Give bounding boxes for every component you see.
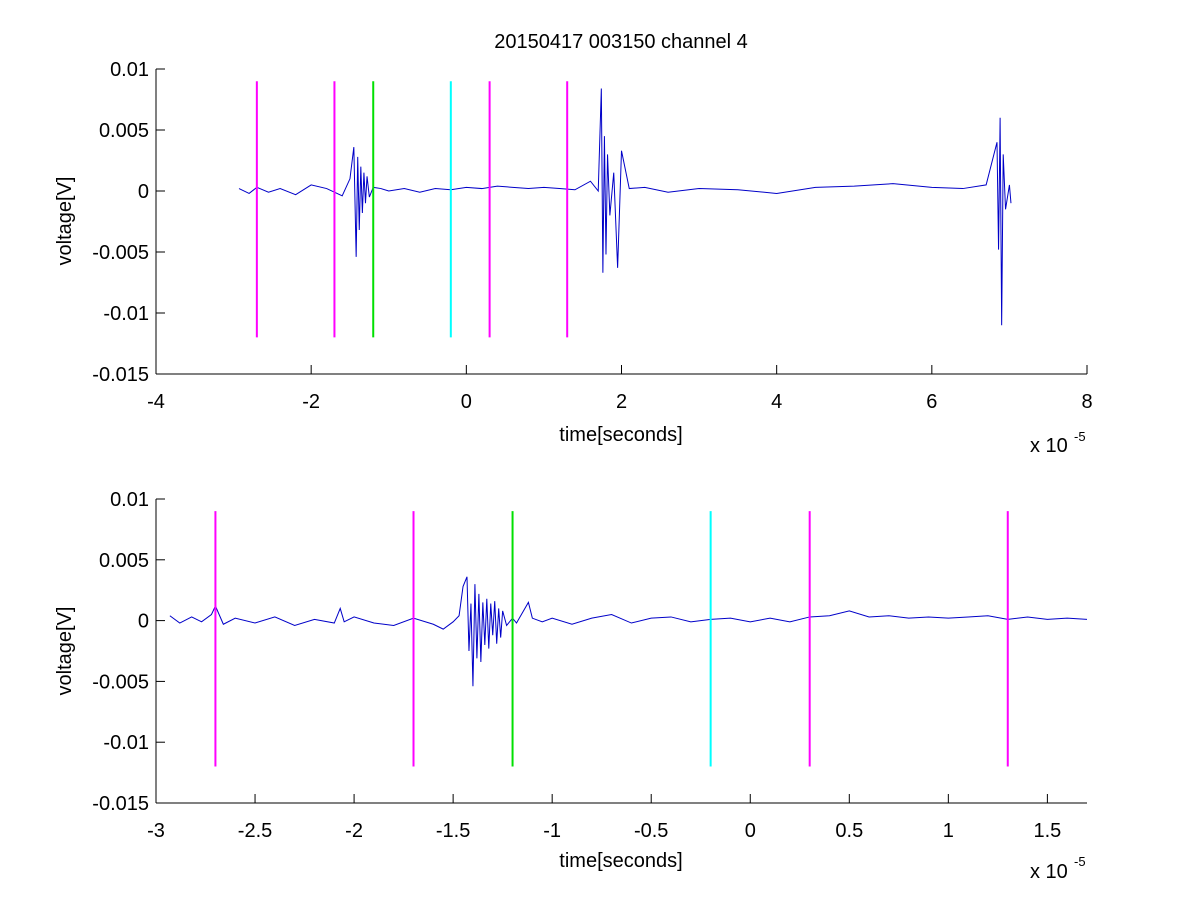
y-tick-label: -0.005 bbox=[92, 671, 149, 693]
y-tick-label: -0.005 bbox=[92, 242, 149, 264]
top-x-exponent-power: -5 bbox=[1074, 429, 1086, 444]
x-tick-label: 1.5 bbox=[1033, 820, 1061, 842]
y-tick-label: 0 bbox=[138, 611, 149, 633]
y-tick-label: 0.01 bbox=[110, 489, 149, 511]
signal-trace-0 bbox=[238, 88, 1012, 326]
y-tick-label: 0 bbox=[138, 181, 149, 203]
x-tick-label: 6 bbox=[926, 391, 937, 413]
x-tick-label: 0 bbox=[745, 820, 756, 842]
x-tick-label: 0 bbox=[461, 391, 472, 413]
top-x-exponent: x 10 bbox=[1030, 435, 1068, 457]
y-tick-label: -0.015 bbox=[92, 793, 149, 815]
x-tick-label: -1 bbox=[543, 820, 561, 842]
bottom-x-exponent: x 10 bbox=[1030, 861, 1068, 883]
top-ylabel: voltage[V] bbox=[54, 177, 76, 266]
x-tick-label: 4 bbox=[771, 391, 782, 413]
x-tick-label: -2 bbox=[302, 391, 320, 413]
y-tick-label: 0.005 bbox=[99, 550, 149, 572]
y-tick-label: 0.005 bbox=[99, 120, 149, 142]
bottom-ylabel: voltage[V] bbox=[54, 607, 76, 696]
x-tick-label: -2.5 bbox=[238, 820, 272, 842]
y-tick-label: -0.015 bbox=[92, 364, 149, 386]
x-tick-label: 2 bbox=[616, 391, 627, 413]
y-tick-label: 0.01 bbox=[110, 59, 149, 81]
bottom-plot: -3 -2.5 -2 -1.5 -1 -0.5 0 0.5 1 1.5 -0.015 -0.01 -0.… bbox=[92, 489, 1088, 842]
chart-title: 20150417 003150 channel 4 bbox=[494, 31, 748, 53]
bottom-x-exponent-power: -5 bbox=[1074, 854, 1086, 869]
y-tick-label: -0.01 bbox=[103, 732, 149, 754]
signal-trace-0 bbox=[169, 576, 1088, 687]
x-tick-label: -4 bbox=[147, 391, 165, 413]
x-tick-label: -0.5 bbox=[634, 820, 668, 842]
x-tick-label: -2 bbox=[345, 820, 363, 842]
bottom-xlabel: time[seconds] bbox=[559, 850, 682, 872]
x-tick-label: -3 bbox=[147, 820, 165, 842]
x-tick-label: 1 bbox=[943, 820, 954, 842]
top-plot: -4 -2 0 2 4 6 8 -0.015 -0.01 -0.005 0 0.005 0.01 bbox=[92, 59, 1092, 413]
x-tick-label: 0.5 bbox=[835, 820, 863, 842]
y-tick-label: -0.01 bbox=[103, 303, 149, 325]
x-tick-label: -1.5 bbox=[436, 820, 470, 842]
top-xlabel: time[seconds] bbox=[559, 424, 682, 446]
x-tick-label: 8 bbox=[1081, 391, 1092, 413]
